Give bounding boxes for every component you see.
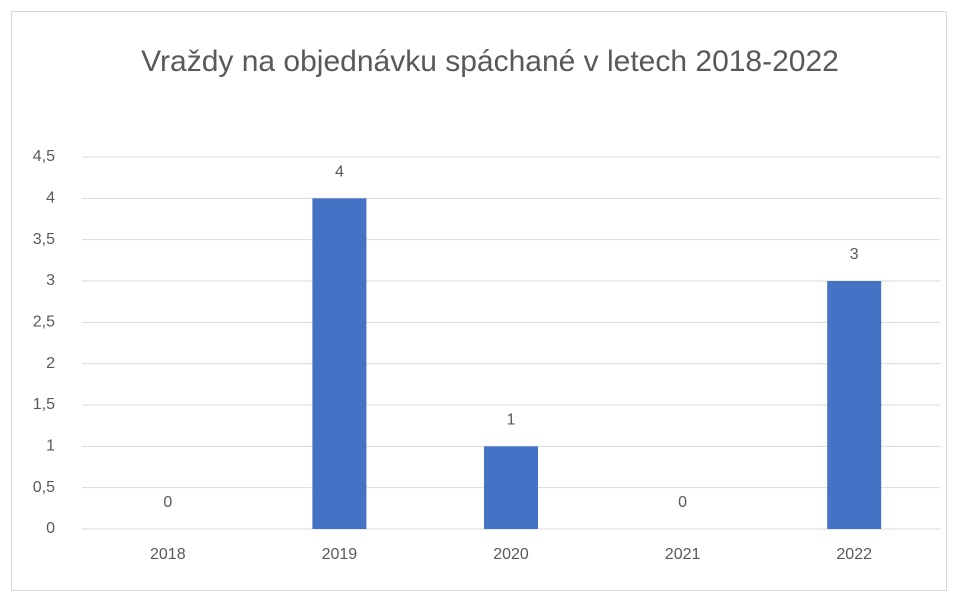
data-label: 0 [163,494,172,511]
y-tick-label: 0,5 [33,479,55,496]
data-label: 0 [678,494,687,511]
y-tick-label: 3,5 [33,231,55,248]
y-tick-label: 1,5 [33,396,55,413]
x-tick-label: 2021 [665,546,701,563]
chart-title: Vraždy na objednávku spáchané v letech 2… [141,45,839,78]
bar [827,281,882,529]
x-tick-label: 2019 [322,546,358,563]
y-tick-label: 4 [46,190,55,207]
y-tick-label: 0 [46,520,55,537]
y-tick-label: 2,5 [33,314,55,331]
y-tick-label: 2 [46,355,55,372]
x-tick-label: 2022 [836,546,872,563]
x-tick-label: 2018 [150,546,186,563]
y-tick-label: 3 [46,272,55,289]
data-label: 4 [335,164,344,181]
data-label: 3 [850,246,859,263]
y-tick-label: 4,5 [33,148,55,165]
bar [312,198,367,530]
x-tick-label: 2020 [493,546,529,563]
data-label: 1 [507,412,516,429]
bar [484,446,538,529]
y-tick-label: 1 [46,438,55,455]
